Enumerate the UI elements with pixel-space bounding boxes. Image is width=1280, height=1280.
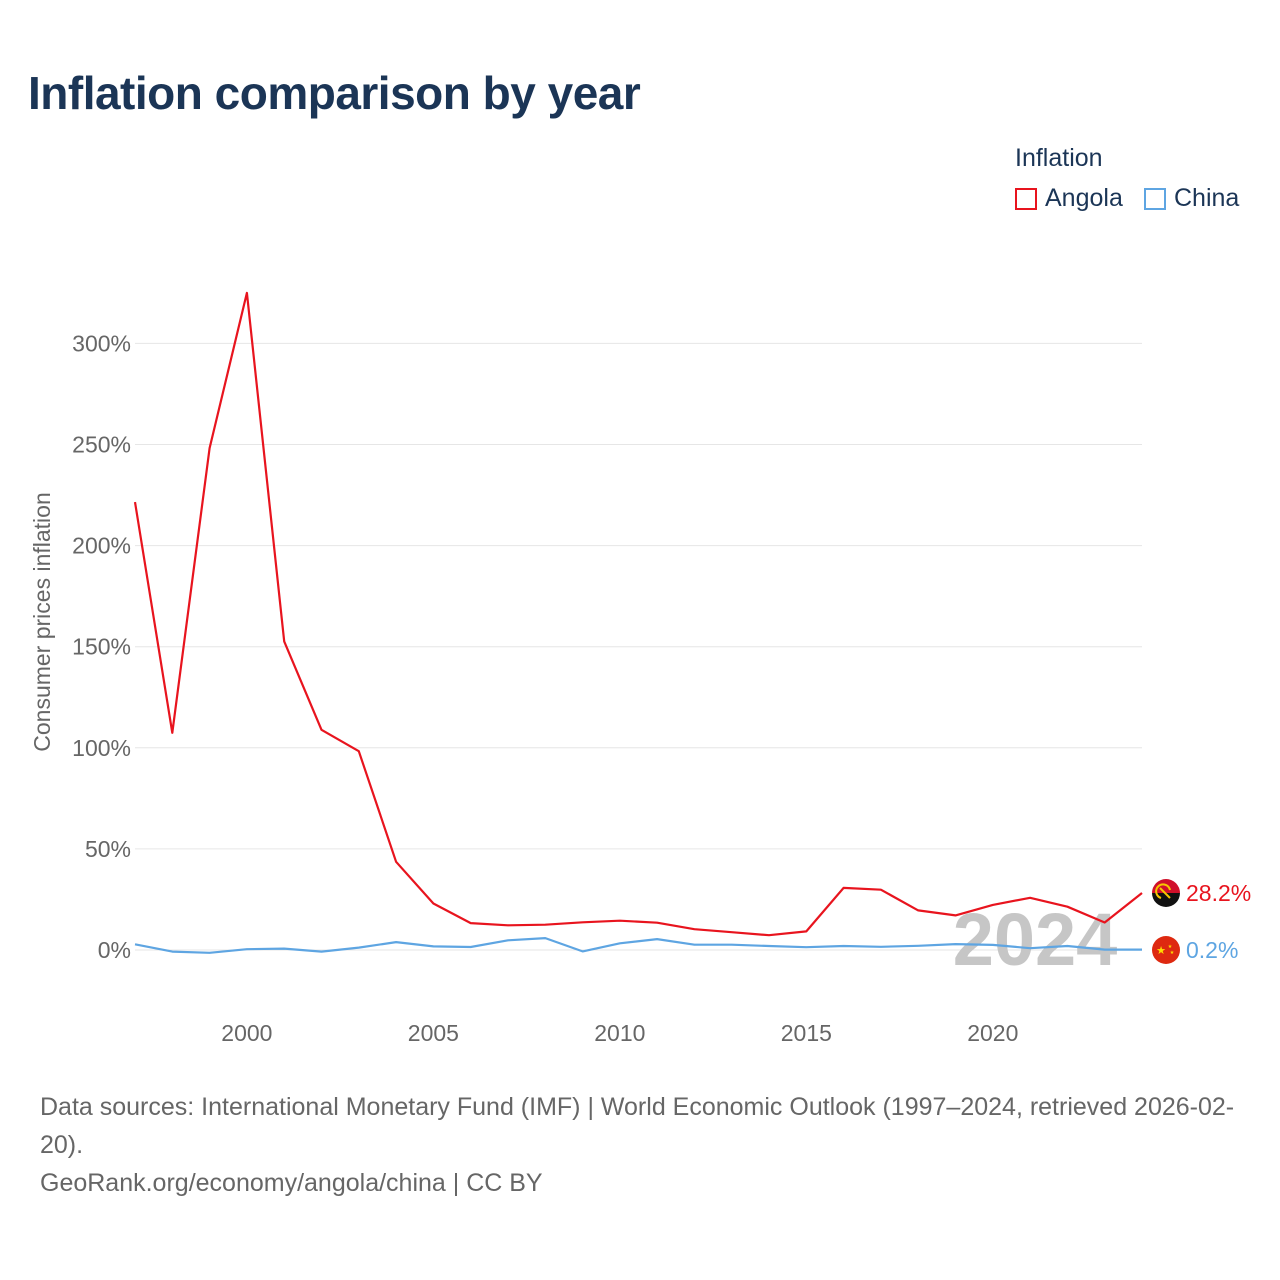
y-tick-label: 50% [85, 836, 131, 862]
y-tick-label: 150% [72, 634, 131, 660]
series-line-angola[interactable] [133, 291, 1143, 937]
y-tick-label: 300% [72, 330, 131, 356]
y-tick-label: 250% [72, 432, 131, 458]
x-tick-label: 2015 [781, 1020, 832, 1046]
end-value-label-angola: 28.2% [1186, 880, 1251, 906]
x-tick-label: 2000 [221, 1020, 272, 1046]
chart-title: Inflation comparison by year [28, 67, 641, 119]
legend-swatch-china [1144, 187, 1166, 210]
x-axis-ticks: 2000 2005 2010 2015 2020 [221, 1020, 1018, 1046]
data-sources-text: Data sources: International Monetary Fun… [40, 1093, 1235, 1159]
footer: Data sources: International Monetary Fun… [40, 1088, 1250, 1202]
series-lines [133, 291, 1143, 954]
series-end-labels: 28.2%★ ★★ 0.2% [1152, 879, 1251, 964]
x-tick-label: 2005 [408, 1020, 459, 1046]
svg-text:★: ★ [1170, 950, 1175, 956]
y-tick-label: 100% [72, 735, 131, 761]
legend-title: Inflation [1015, 144, 1103, 172]
credit-link[interactable]: GeoRank.org/economy/angola/china | CC BY [40, 1169, 543, 1197]
x-tick-label: 2020 [967, 1020, 1018, 1046]
year-watermark: 2024 [953, 898, 1118, 981]
angola-flag-icon [1152, 879, 1180, 907]
legend-label-angola: Angola [1045, 184, 1123, 212]
series-line-china[interactable] [134, 936, 1142, 954]
y-tick-label: 0% [98, 937, 131, 963]
end-value-label-china: 0.2% [1186, 937, 1238, 963]
legend-item-china[interactable]: China [1144, 184, 1239, 213]
legend-swatch-angola [1015, 187, 1037, 210]
y-tick-label: 200% [72, 533, 131, 559]
svg-text:★: ★ [1156, 944, 1166, 957]
legend-label-china: China [1174, 184, 1240, 212]
y-axis-ticks: 0% 50% 100% 150% 200% 250% 300% [72, 330, 131, 963]
china-flag-icon: ★ ★★ [1152, 936, 1180, 964]
y-axis-label: Consumer prices inflation [29, 492, 55, 752]
legend-item-angola[interactable]: Angola [1015, 184, 1123, 213]
x-tick-label: 2010 [594, 1020, 645, 1046]
svg-text:★: ★ [1168, 944, 1173, 950]
